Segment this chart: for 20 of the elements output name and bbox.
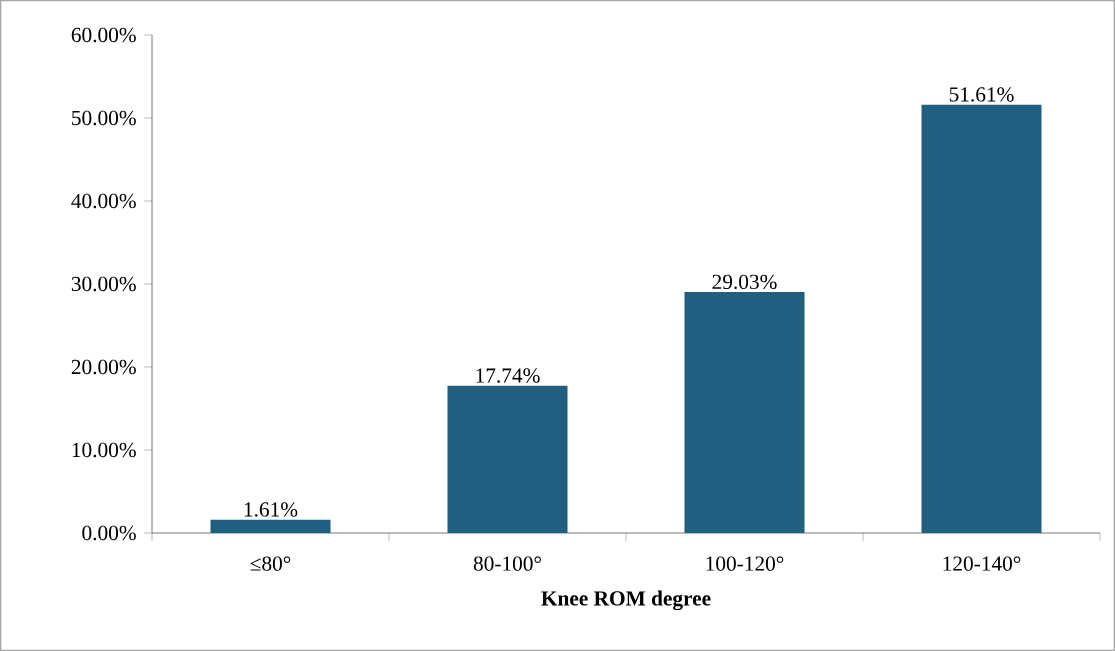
data-label: 1.61%	[244, 502, 298, 517]
bar	[447, 385, 568, 533]
bar	[921, 104, 1042, 533]
x-tick-label: 120-140°	[943, 556, 1021, 571]
y-tick-label: 0.00%	[82, 525, 136, 541]
bar	[210, 519, 331, 533]
data-label: 29.03%	[712, 274, 777, 290]
x-axis-title: Knee ROM degree	[541, 590, 711, 611]
x-tick-label: ≤80°	[250, 556, 291, 571]
x-tick-label: 80-100°	[473, 556, 541, 571]
data-label: 51.61%	[949, 87, 1014, 102]
y-tick-label: 30.00%	[71, 276, 136, 292]
y-tick-label: 60.00%	[71, 27, 136, 43]
x-tick-label: 100-120°	[706, 556, 784, 571]
y-tick-label: 40.00%	[71, 193, 136, 209]
y-tick-label: 50.00%	[72, 110, 136, 126]
bar	[684, 292, 805, 533]
y-tick-label: 20.00%	[71, 359, 136, 375]
data-label: 17.74%	[476, 368, 540, 383]
y-tick-label: 10.00%	[72, 442, 136, 458]
